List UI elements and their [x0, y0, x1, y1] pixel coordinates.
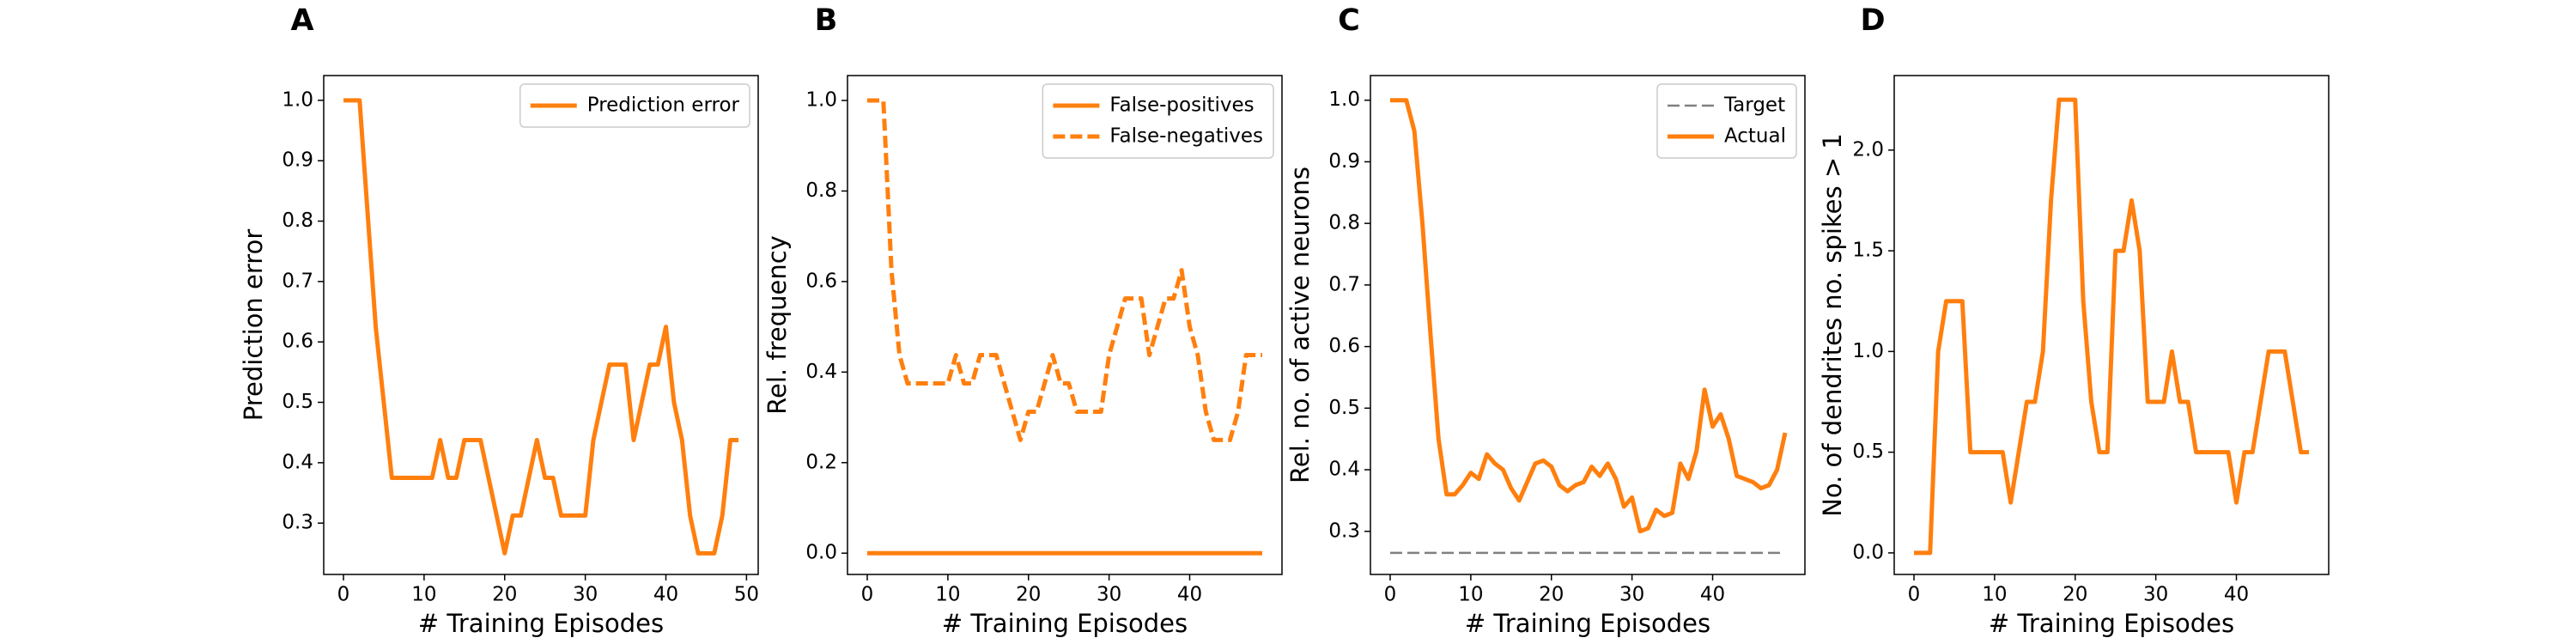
x-tick-label: 0 — [1384, 584, 1397, 606]
x-axis-label: # Training Episodes — [942, 609, 1188, 638]
legend-label: False-negatives — [1109, 125, 1263, 148]
legend: Target Actual — [1656, 83, 1797, 159]
y-tick-label: 0.6 — [1328, 335, 1360, 357]
x-tick-label: 20 — [1539, 584, 1564, 606]
x-tick-label: 0 — [337, 584, 350, 606]
x-tick-label: 20 — [2063, 584, 2087, 606]
y-tick-label: 0.5 — [1852, 440, 1884, 463]
x-tick-label: 10 — [411, 584, 436, 606]
y-tick-label: 1.0 — [805, 88, 837, 111]
y-tick-label: 0.2 — [805, 451, 837, 473]
legend-box — [1656, 83, 1797, 159]
x-tick-label: 20 — [492, 584, 517, 606]
legend-label: Target — [1723, 94, 1785, 117]
axes-frame — [1370, 75, 1806, 575]
data-line — [867, 98, 1262, 442]
panel-letter: D — [1860, 3, 1885, 38]
x-tick-label: 10 — [1982, 584, 2007, 606]
x-tick-label: 50 — [734, 584, 759, 606]
legend-box — [1042, 83, 1274, 159]
y-tick-label: 0.8 — [805, 179, 837, 202]
y-tick-label: 1.0 — [282, 88, 313, 111]
y-axis-label: Rel. no. of active neurons — [1285, 167, 1315, 483]
legend-box — [519, 83, 750, 128]
legend-label: Actual — [1724, 125, 1786, 148]
axes-frame — [1893, 75, 2330, 575]
x-tick-label: 0 — [861, 584, 874, 606]
x-tick-label: 40 — [653, 584, 678, 606]
y-tick-label: 1.0 — [1852, 340, 1884, 362]
y-tick-label: 1.5 — [1852, 240, 1884, 262]
y-tick-label: 0.6 — [805, 270, 837, 292]
panel-letter: A — [290, 3, 313, 38]
y-tick-label: 0.7 — [1328, 273, 1360, 295]
x-axis-label: # Training Episodes — [1989, 609, 2234, 638]
y-tick-label: 0.9 — [282, 149, 313, 172]
y-tick-label: 0.7 — [282, 270, 313, 292]
legend-label: Prediction error — [587, 94, 740, 117]
x-tick-label: 10 — [1458, 584, 1483, 606]
x-tick-label: 40 — [2224, 584, 2249, 606]
axes-frame — [323, 75, 759, 575]
y-tick-label: 0.8 — [1328, 212, 1360, 234]
y-axis-label: No. of dendrites no. spikes > 1 — [1818, 133, 1847, 517]
data-line — [343, 98, 738, 556]
x-axis-label: # Training Episodes — [1465, 609, 1710, 638]
x-tick-label: 40 — [1700, 584, 1725, 606]
x-tick-label: 30 — [2143, 584, 2168, 606]
y-tick-label: 0.4 — [805, 361, 837, 383]
x-tick-label: 30 — [1619, 584, 1644, 606]
y-tick-label: 0.0 — [805, 542, 837, 564]
x-tick-label: 30 — [1097, 584, 1121, 606]
data-line — [1914, 97, 2309, 556]
y-tick-label: 0.9 — [1328, 150, 1360, 173]
y-tick-label: 1.0 — [1328, 88, 1360, 111]
y-tick-label: 0.4 — [282, 451, 313, 473]
data-line — [1390, 98, 1788, 534]
y-tick-label: 0.3 — [282, 512, 313, 534]
legend: Prediction error — [519, 83, 750, 128]
y-tick-label: 0.6 — [282, 331, 313, 353]
axes-frame — [847, 75, 1283, 575]
x-tick-label: 40 — [1177, 584, 1202, 606]
y-axis-label: Prediction error — [239, 229, 268, 422]
y-tick-label: 0.5 — [282, 391, 313, 413]
legend-label: False-positives — [1109, 94, 1254, 117]
y-tick-label: 0.8 — [282, 210, 313, 232]
y-tick-label: 0.0 — [1852, 541, 1884, 563]
x-tick-label: 0 — [1908, 584, 1921, 606]
x-tick-label: 10 — [935, 584, 960, 606]
y-tick-label: 0.3 — [1328, 519, 1360, 542]
y-tick-label: 0.4 — [1328, 459, 1360, 481]
y-axis-label: Rel. frequency — [762, 235, 792, 415]
x-tick-label: 30 — [573, 584, 598, 606]
y-tick-label: 0.5 — [1328, 397, 1360, 419]
x-axis-label: # Training Episodes — [418, 609, 664, 638]
panel-letter: C — [1338, 3, 1360, 38]
panel-letter: B — [815, 3, 838, 38]
y-tick-label: 2.0 — [1852, 138, 1884, 161]
legend: False-positives False-negatives — [1042, 83, 1274, 159]
x-tick-label: 20 — [1016, 584, 1041, 606]
